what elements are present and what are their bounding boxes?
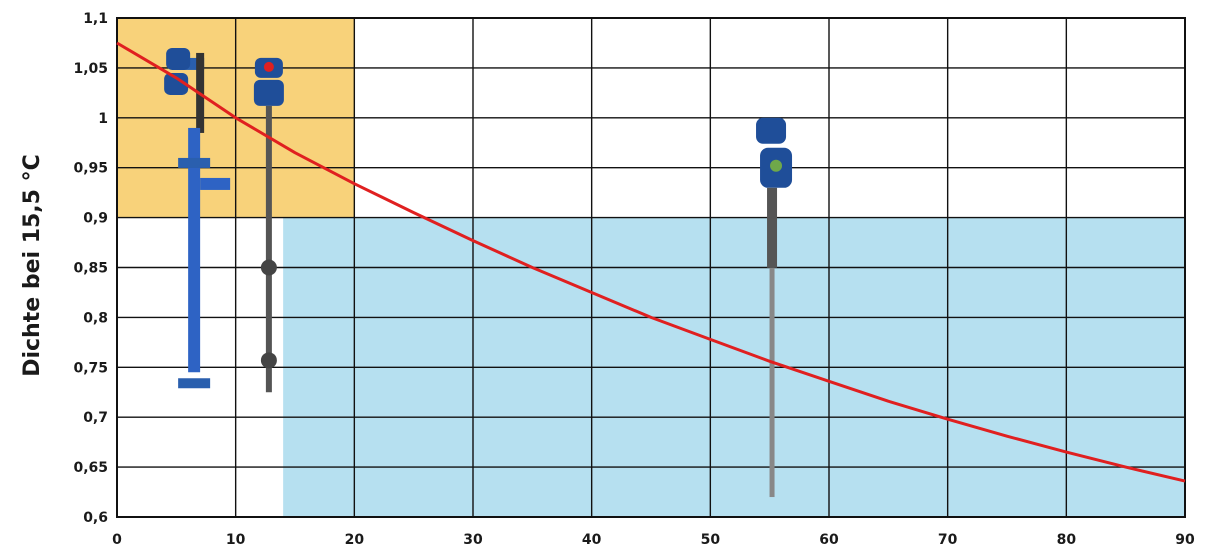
x-tick-label: 30 bbox=[463, 532, 483, 548]
head-body bbox=[253, 79, 284, 106]
chamber bbox=[188, 127, 201, 373]
stem bbox=[265, 105, 272, 393]
x-tick-label: 80 bbox=[1057, 532, 1077, 548]
y-tick-label: 0,75 bbox=[73, 360, 108, 376]
flange-top bbox=[178, 157, 211, 168]
head-top bbox=[756, 117, 787, 144]
plot-frame bbox=[116, 17, 1186, 518]
x-tick-label: 90 bbox=[1175, 532, 1195, 548]
neck bbox=[767, 187, 778, 268]
y-tick-label: 0,8 bbox=[83, 310, 108, 326]
y-tick-label: 0,7 bbox=[83, 410, 108, 426]
grid-lines bbox=[116, 17, 1186, 518]
probe-level-transmitter-icon bbox=[756, 117, 793, 498]
x-tick-label: 70 bbox=[938, 532, 958, 548]
side-pipe bbox=[200, 177, 231, 190]
y-tick-label: 0,6 bbox=[83, 510, 108, 526]
x-tick-label: 10 bbox=[226, 532, 246, 548]
display bbox=[770, 159, 783, 172]
x-tick-label: 0 bbox=[112, 532, 122, 548]
x-tick-label: 20 bbox=[345, 532, 365, 548]
tick-labels: 0 10 20 30 40 50 60 70 80 90 0,6 0,65 0,7 0,75 0,8 0,85… bbox=[73, 11, 1195, 548]
y-tick-label: 1,05 bbox=[73, 61, 108, 77]
y-tick-label: 0,9 bbox=[83, 211, 108, 227]
y-tick-label: 0,95 bbox=[73, 161, 108, 177]
y-tick-label: 0,85 bbox=[73, 261, 108, 277]
y-tick-label: 1 bbox=[98, 111, 108, 127]
housing-head bbox=[166, 47, 191, 70]
float-level-transmitter-icon bbox=[253, 57, 284, 393]
probe-rod bbox=[769, 267, 775, 498]
float-2 bbox=[260, 352, 277, 369]
x-tick-label: 40 bbox=[582, 532, 602, 548]
y-tick-label: 0,65 bbox=[73, 460, 108, 476]
density-curve bbox=[116, 41, 1186, 483]
x-tick-label: 50 bbox=[701, 532, 721, 548]
series-lines bbox=[116, 41, 1186, 483]
x-tick-label: 60 bbox=[819, 532, 839, 548]
y-tick-label: 1,1 bbox=[83, 11, 108, 27]
housing-head-2 bbox=[164, 72, 189, 95]
flange-bottom bbox=[178, 378, 211, 389]
indicator bbox=[263, 61, 274, 72]
float-1 bbox=[260, 259, 277, 276]
